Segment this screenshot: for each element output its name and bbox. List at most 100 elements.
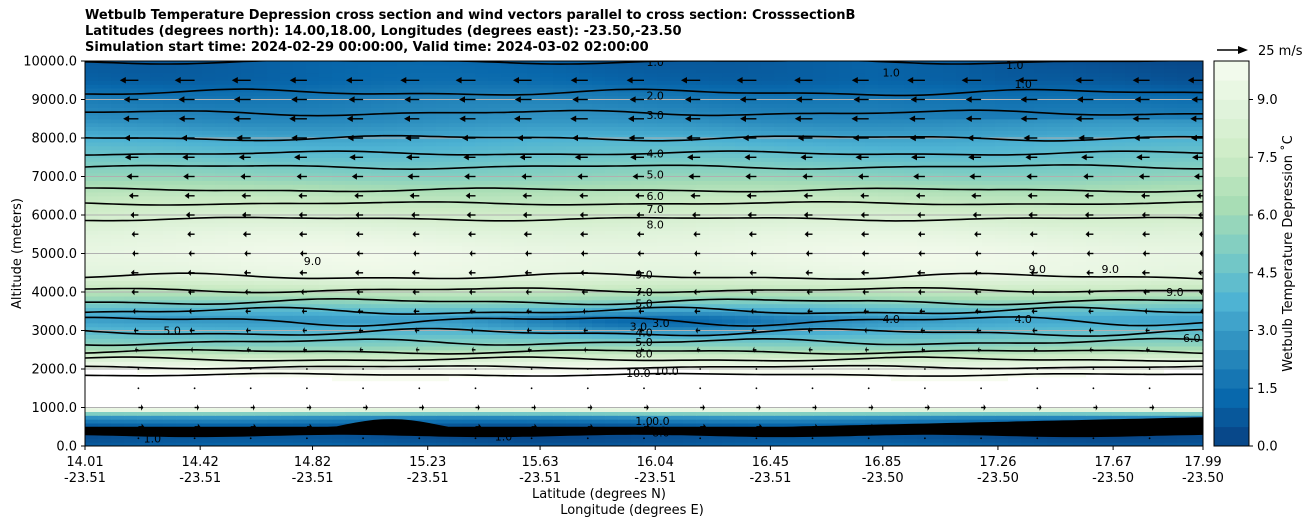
field-cell <box>670 265 684 270</box>
field-cell <box>1047 345 1061 351</box>
field-cell <box>1021 392 1035 397</box>
field-cell <box>267 407 281 412</box>
field-cell <box>761 222 775 228</box>
field-cell <box>709 245 723 251</box>
field-cell <box>176 261 190 266</box>
field-cell <box>137 292 151 297</box>
field-cell <box>553 403 567 409</box>
field-cell <box>306 303 320 308</box>
field-cell <box>293 399 307 405</box>
field-cell <box>891 365 905 370</box>
field-cell <box>787 307 801 312</box>
field-cell <box>995 349 1009 355</box>
field-cell <box>449 411 463 416</box>
field-cell <box>1125 241 1139 247</box>
field-cell <box>956 411 970 416</box>
field-cell <box>163 253 177 258</box>
field-cell <box>852 222 866 228</box>
field-cell <box>1034 222 1048 228</box>
field-cell <box>566 268 580 274</box>
field-cell <box>280 311 294 316</box>
field-cell <box>943 419 957 424</box>
field-cell <box>930 345 944 351</box>
field-cell <box>618 330 632 335</box>
field-cell <box>722 257 736 262</box>
field-cell <box>735 384 749 389</box>
field-cell <box>111 245 125 251</box>
field-cell <box>553 295 567 301</box>
field-cell <box>709 241 723 247</box>
field-cell <box>124 265 138 270</box>
field-cell <box>1021 257 1035 262</box>
field-cell <box>813 261 827 266</box>
field-cell <box>254 422 268 428</box>
field-cell <box>735 422 749 428</box>
field-cell <box>735 268 749 274</box>
field-cell <box>1086 349 1100 355</box>
field-cell <box>800 384 814 389</box>
field-cell <box>813 234 827 239</box>
field-cell <box>332 311 346 316</box>
field-cell <box>254 245 268 251</box>
field-cell <box>696 442 710 446</box>
field-cell <box>696 345 710 351</box>
field-cell <box>683 272 697 278</box>
field-cell <box>956 268 970 274</box>
field-cell <box>111 376 125 382</box>
field-cell <box>501 272 515 278</box>
field-cell <box>670 395 684 401</box>
field-cell <box>1073 403 1087 409</box>
field-cell <box>761 411 775 416</box>
field-cell <box>137 226 151 231</box>
field-cell <box>241 349 255 355</box>
field-cell <box>1073 245 1087 251</box>
field-cell <box>618 399 632 405</box>
field-cell <box>969 399 983 405</box>
field-cell <box>826 411 840 416</box>
field-cell <box>1021 249 1035 255</box>
field-cell <box>397 415 411 420</box>
field-cell <box>657 330 671 335</box>
field-cell <box>98 407 112 412</box>
field-cell <box>839 434 853 439</box>
field-cell <box>137 245 151 251</box>
field-cell <box>670 245 684 251</box>
field-cell <box>514 222 528 228</box>
field-cell <box>865 280 879 285</box>
field-cell <box>657 257 671 262</box>
field-cell <box>696 280 710 285</box>
field-cell <box>930 357 944 362</box>
field-cell <box>631 388 645 393</box>
field-cell <box>735 380 749 385</box>
field-cell <box>956 380 970 385</box>
field-cell <box>995 380 1009 385</box>
field-cell <box>1034 372 1048 378</box>
field-cell <box>111 415 125 420</box>
field-cell <box>592 326 606 332</box>
field-cell <box>540 411 554 416</box>
field-cell <box>423 369 437 374</box>
field-cell <box>553 222 567 228</box>
field-cell <box>332 234 346 239</box>
field-cell <box>1034 299 1048 305</box>
field-cell <box>1112 415 1126 420</box>
field-cell <box>241 284 255 289</box>
field-cell <box>579 272 593 278</box>
field-cell <box>527 326 541 332</box>
field-cell <box>371 222 385 228</box>
field-cell <box>1099 299 1113 305</box>
field-cell <box>943 238 957 243</box>
field-cell <box>566 234 580 239</box>
field-cell <box>111 257 125 262</box>
field-cell <box>1034 268 1048 274</box>
field-cell <box>527 222 541 228</box>
field-cell <box>852 292 866 297</box>
field-cell <box>969 222 983 228</box>
field-cell <box>1073 226 1087 231</box>
field-cell <box>592 407 606 412</box>
field-cell <box>657 345 671 351</box>
field-cell <box>644 392 658 397</box>
field-cell <box>618 349 632 355</box>
field-cell <box>995 326 1009 332</box>
field-cell <box>865 315 879 320</box>
